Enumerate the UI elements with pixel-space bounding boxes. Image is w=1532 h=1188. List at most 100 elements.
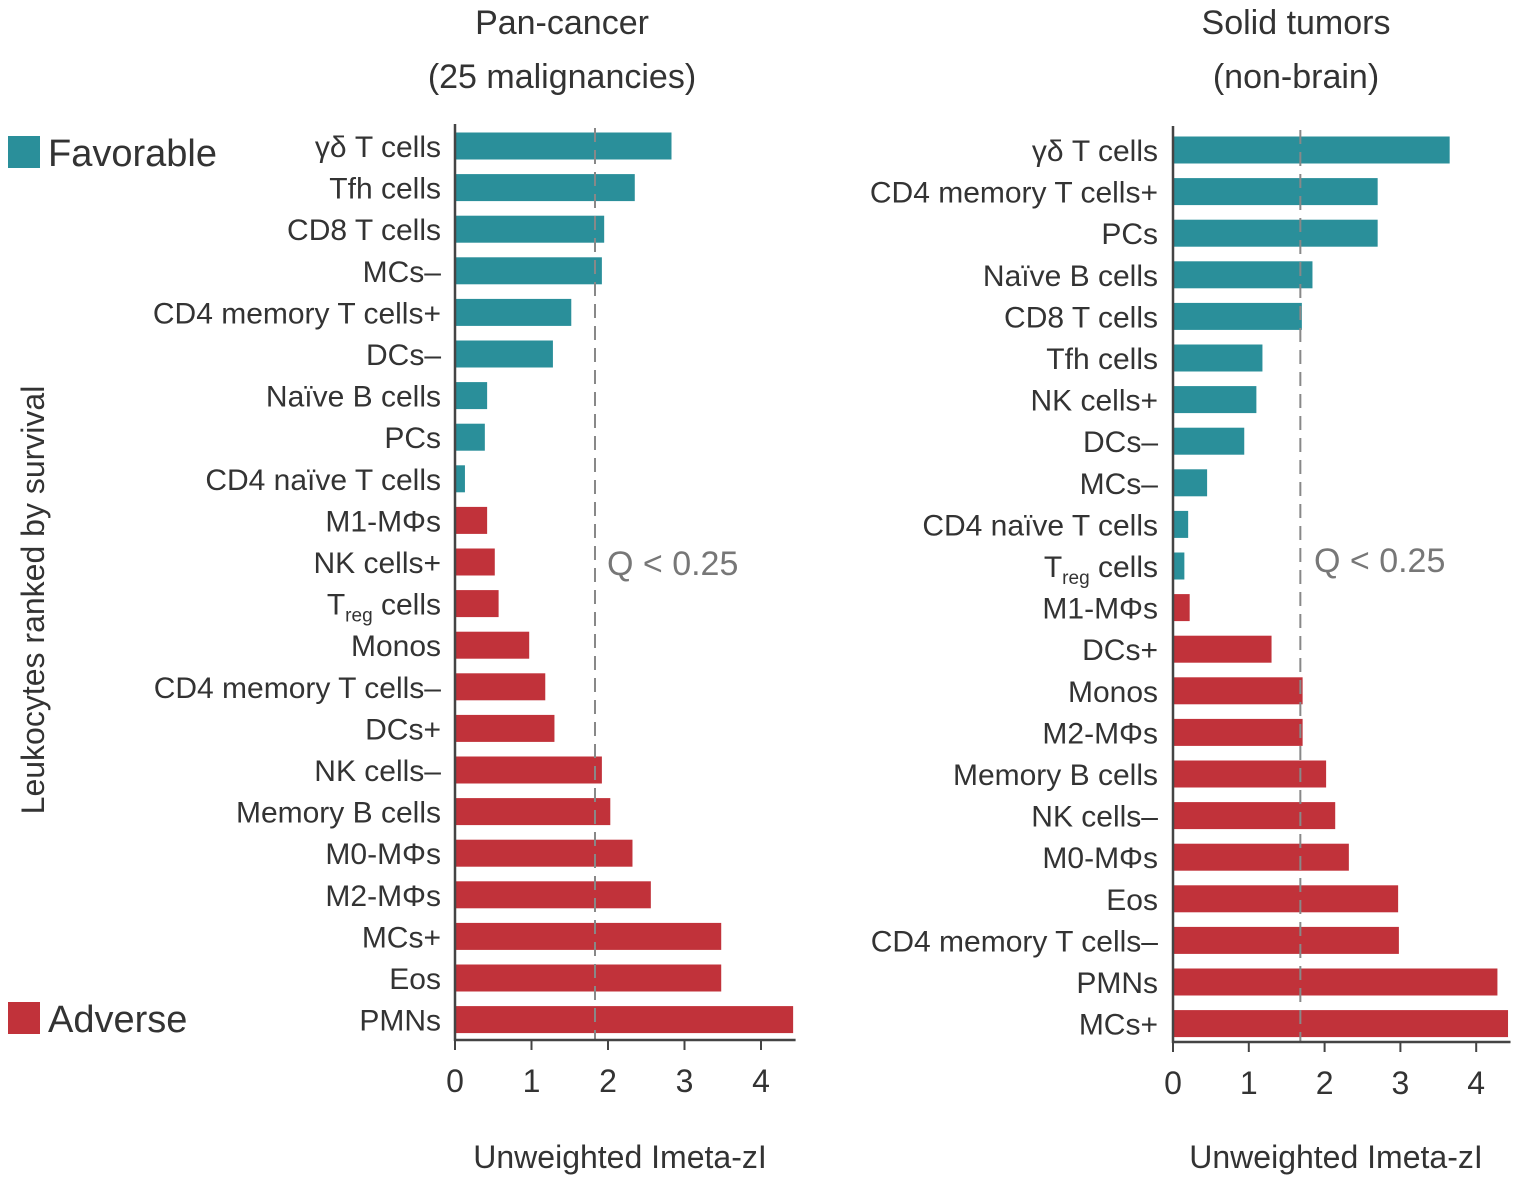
- category-label: MCs–: [363, 256, 442, 289]
- bar: [455, 423, 485, 451]
- category-label: DCs–: [1083, 426, 1158, 459]
- bar: [1173, 510, 1189, 538]
- category-label: M2-MΦs: [325, 880, 441, 913]
- bar: [1173, 677, 1303, 705]
- category-label: Treg cells: [1044, 551, 1158, 589]
- bar: [1173, 760, 1327, 788]
- category-label: PMNs: [1076, 967, 1158, 1000]
- bar: [1173, 136, 1450, 164]
- bar: [1173, 802, 1336, 830]
- bar: [1173, 219, 1378, 247]
- category-label: MCs+: [1079, 1009, 1158, 1042]
- bar: [1173, 926, 1399, 954]
- bar: [455, 174, 635, 202]
- threshold-label: Q < 0.25: [1314, 542, 1445, 580]
- bar: [455, 257, 602, 285]
- bar: [455, 382, 488, 410]
- category-label: PCs: [1101, 218, 1158, 251]
- bar: [455, 548, 495, 576]
- bar: [455, 465, 465, 493]
- x-tick-label: 3: [676, 1063, 694, 1099]
- category-label: CD4 naïve T cells: [205, 464, 441, 497]
- x-tick-label: 1: [523, 1063, 541, 1099]
- category-label: NK cells–: [1031, 801, 1158, 834]
- bar: [455, 673, 546, 701]
- legend: Favorable Adverse: [8, 133, 217, 1041]
- x-tick-label: 4: [752, 1063, 770, 1099]
- bar: [1173, 635, 1272, 663]
- x-axis-label: Unweighted Imeta-zI: [473, 1139, 766, 1175]
- category-label: Tfh cells: [1046, 343, 1158, 376]
- panel-subtitle: (25 malignancies): [428, 58, 696, 96]
- category-label: NK cells+: [313, 547, 441, 580]
- category-label: CD4 memory T cells–: [154, 672, 442, 705]
- category-label: Monos: [1068, 676, 1158, 709]
- bar: [1173, 718, 1303, 746]
- category-label: Monos: [351, 630, 441, 663]
- category-label: CD4 memory T cells+: [153, 297, 441, 330]
- category-label: MCs+: [362, 921, 441, 954]
- y-axis-label: Leukocytes ranked by survival: [15, 386, 51, 815]
- category-label: Eos: [1106, 884, 1158, 917]
- bar: [1173, 469, 1208, 497]
- bar: [455, 922, 722, 950]
- category-label: γδ T cells: [1032, 135, 1158, 168]
- category-label: Memory B cells: [953, 759, 1158, 792]
- threshold-label: Q < 0.25: [607, 545, 738, 583]
- category-label: Tfh cells: [329, 173, 441, 206]
- bar: [1173, 968, 1498, 996]
- bar: [455, 1006, 794, 1034]
- category-label: Eos: [389, 963, 441, 996]
- panel-solid-tumors: Solid tumors (non-brain) Unweighted Imet…: [870, 4, 1511, 1175]
- bar: [455, 756, 602, 784]
- bar: [455, 506, 488, 534]
- bar: [1173, 178, 1378, 206]
- panel-title: Pan-cancer: [475, 4, 649, 42]
- bar: [1173, 1010, 1509, 1038]
- category-label: Naïve B cells: [983, 260, 1158, 293]
- bar: [455, 298, 572, 326]
- category-label: NK cells–: [314, 755, 441, 788]
- bar: [1173, 427, 1245, 455]
- panel-title: Solid tumors: [1202, 4, 1391, 42]
- panel-pan-cancer: Pan-cancer (25 malignancies) Unweighted …: [153, 4, 796, 1175]
- category-label: DCs–: [366, 339, 441, 372]
- category-label: NK cells+: [1030, 385, 1158, 418]
- bar: [1173, 594, 1190, 622]
- legend-favorable-label: Favorable: [48, 133, 217, 175]
- bar: [455, 215, 605, 243]
- category-label: PCs: [384, 422, 441, 455]
- category-label: CD4 naïve T cells: [922, 509, 1158, 542]
- x-tick-label: 2: [1316, 1065, 1334, 1101]
- legend-adverse-swatch: [8, 1002, 40, 1034]
- bar: [1173, 843, 1349, 871]
- category-label: CD8 T cells: [1004, 301, 1158, 334]
- x-tick-label: 2: [599, 1063, 617, 1099]
- legend-adverse-label: Adverse: [48, 999, 187, 1041]
- category-label: DCs+: [1082, 634, 1158, 667]
- bar: [1173, 552, 1185, 580]
- bar: [455, 631, 530, 659]
- bar: [455, 132, 672, 160]
- category-label: γδ T cells: [315, 131, 441, 164]
- category-label: CD4 memory T cells–: [871, 925, 1159, 958]
- bar: [455, 798, 611, 826]
- bar: [1173, 344, 1263, 372]
- x-tick-label: 3: [1392, 1065, 1410, 1101]
- bar: [1173, 261, 1313, 289]
- category-label: Treg cells: [327, 589, 441, 627]
- x-tick-label: 4: [1467, 1065, 1485, 1101]
- x-tick-label: 0: [446, 1063, 464, 1099]
- x-tick-label: 0: [1164, 1065, 1182, 1101]
- category-label: M0-MΦs: [325, 838, 441, 871]
- category-label: M1-MΦs: [325, 505, 441, 538]
- x-tick-label: 1: [1240, 1065, 1258, 1101]
- bar: [455, 839, 633, 867]
- category-label: CD4 memory T cells+: [870, 177, 1158, 210]
- category-label: CD8 T cells: [287, 214, 441, 247]
- category-label: M1-MΦs: [1042, 593, 1158, 626]
- category-label: PMNs: [359, 1005, 441, 1038]
- legend-favorable-swatch: [8, 136, 40, 168]
- bar: [455, 340, 553, 368]
- category-label: Memory B cells: [236, 797, 441, 830]
